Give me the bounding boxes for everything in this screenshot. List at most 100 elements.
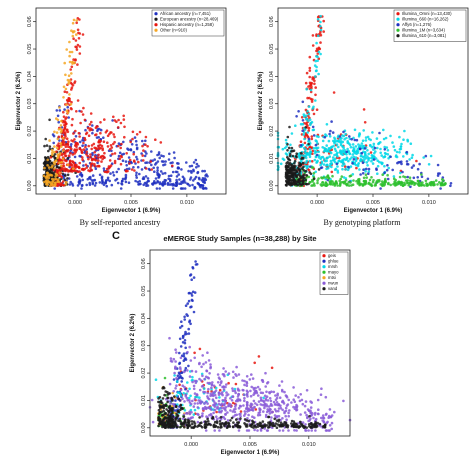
point-c-5 [287, 414, 291, 418]
point-c-1 [190, 298, 194, 302]
point-b-4 [291, 175, 294, 179]
point-a-2 [86, 126, 90, 130]
point-b-3 [389, 183, 393, 187]
point-c-5 [307, 419, 310, 423]
point-c-6 [160, 421, 164, 424]
point-b-1 [302, 133, 306, 136]
point-b-1 [315, 69, 318, 72]
point-b-1 [372, 155, 376, 158]
point-c-6 [313, 423, 317, 426]
point-a-1 [50, 171, 54, 175]
point-a-2 [78, 135, 81, 138]
point-a-0 [158, 187, 161, 190]
point-b-2 [418, 162, 421, 166]
point-b-1 [408, 158, 411, 161]
point-c-5 [182, 413, 186, 417]
point-c-5 [231, 395, 235, 399]
point-b-3 [442, 179, 445, 182]
point-b-1 [316, 59, 319, 62]
point-c-5 [243, 396, 246, 400]
point-b-1 [313, 151, 317, 155]
point-a-0 [188, 184, 191, 187]
point-b-1 [304, 114, 308, 117]
point-a-0 [115, 170, 119, 174]
point-c-5 [198, 388, 202, 392]
point-b-1 [322, 163, 326, 166]
point-a-2 [96, 125, 99, 128]
point-b-0 [308, 66, 312, 70]
point-c-5 [223, 374, 226, 378]
point-b-1 [406, 139, 410, 143]
y-tick-label: 0.04 [27, 71, 33, 82]
point-c-1 [194, 260, 197, 263]
point-c-5 [245, 380, 248, 384]
point-b-2 [438, 172, 442, 175]
point-a-0 [117, 167, 120, 171]
point-b-3 [328, 182, 332, 185]
point-c-5 [223, 398, 226, 402]
point-c-5 [193, 392, 197, 395]
point-b-3 [338, 182, 342, 185]
point-a-3 [64, 87, 68, 91]
point-c-6 [278, 425, 282, 428]
point-c-6 [160, 410, 164, 414]
point-a-0 [153, 170, 156, 173]
point-a-2 [61, 138, 65, 142]
point-b-2 [311, 125, 315, 129]
point-c-6 [190, 420, 194, 423]
point-a-3 [45, 175, 49, 179]
point-a-0 [137, 183, 140, 186]
point-c-6 [231, 425, 235, 429]
point-c-6 [308, 414, 311, 418]
point-c-0 [234, 382, 238, 386]
point-c-6 [280, 424, 284, 428]
point-a-3 [59, 130, 63, 134]
point-a-0 [124, 173, 128, 177]
point-b-3 [344, 179, 348, 182]
point-c-6 [275, 426, 279, 430]
point-b-0 [319, 41, 322, 44]
point-a-3 [45, 181, 49, 184]
point-b-1 [304, 151, 308, 155]
point-b-4 [297, 173, 300, 177]
point-a-0 [175, 182, 179, 186]
point-a-0 [164, 160, 167, 163]
point-a-0 [195, 166, 198, 169]
point-a-3 [53, 145, 56, 148]
point-a-2 [68, 169, 72, 173]
point-a-3 [68, 93, 71, 96]
point-b-1 [427, 163, 431, 166]
point-a-0 [181, 187, 185, 190]
point-c-5 [293, 400, 297, 404]
point-b-1 [364, 156, 368, 160]
point-a-0 [181, 175, 185, 179]
point-b-1 [354, 145, 358, 148]
point-c-5 [210, 386, 213, 390]
point-a-3 [71, 60, 74, 64]
point-c-5 [295, 429, 298, 432]
point-a-0 [197, 182, 200, 186]
point-a-0 [176, 166, 180, 169]
point-c-5 [257, 411, 261, 415]
point-a-0 [96, 161, 99, 165]
point-a-0 [130, 161, 133, 165]
point-a-3 [51, 177, 54, 181]
point-b-2 [372, 158, 376, 161]
point-a-2 [69, 107, 73, 110]
point-c-5 [266, 381, 269, 385]
point-c-6 [176, 414, 179, 417]
point-c-5 [342, 399, 345, 403]
point-c-6 [197, 424, 200, 427]
point-c-2 [189, 394, 192, 398]
point-a-3 [58, 152, 62, 155]
point-a-2 [75, 21, 78, 25]
point-a-3 [68, 50, 72, 54]
point-a-0 [186, 182, 189, 186]
point-b-1 [347, 159, 350, 163]
point-a-2 [61, 180, 65, 183]
point-b-1 [393, 148, 397, 152]
point-c-5 [174, 348, 177, 352]
point-c-6 [207, 420, 210, 423]
point-c-2 [179, 394, 183, 397]
point-c-6 [190, 426, 193, 429]
